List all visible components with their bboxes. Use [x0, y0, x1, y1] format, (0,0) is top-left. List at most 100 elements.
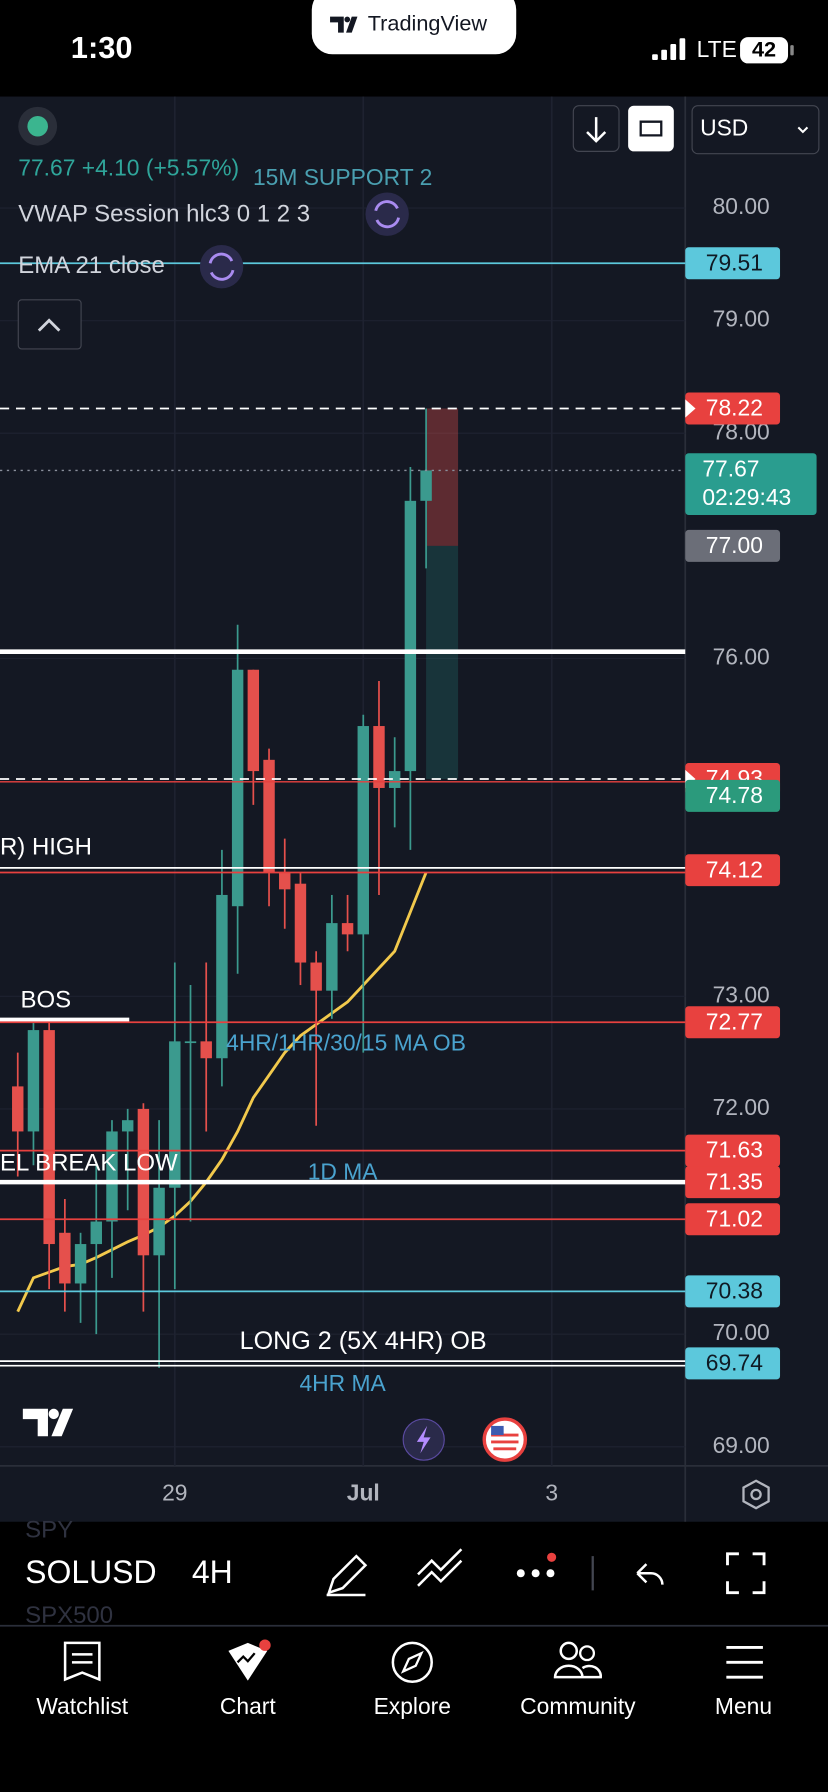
watchlist-icon[interactable] — [63, 1641, 101, 1682]
signal — [652, 38, 686, 61]
price-tag-label: 70.38 — [706, 1278, 763, 1304]
candle-body — [357, 726, 369, 935]
candle-body — [121, 1120, 134, 1132]
battery-cap — [790, 45, 794, 56]
price-tags: 79.5178.2277.6702:29:4377.0074.9374.7874… — [685, 247, 817, 1380]
y-tick-label: 70.00 — [713, 1319, 770, 1345]
symbol-next: SPX500 — [25, 1602, 113, 1629]
price-tag-label: 69.74 — [706, 1350, 763, 1376]
candle-body — [294, 883, 307, 963]
price-tag — [685, 1275, 781, 1308]
candle-body — [341, 923, 354, 935]
annotation: LONG 2 (5X 4HR) OB — [240, 1327, 487, 1355]
y-tick-label: 80.00 — [713, 193, 770, 219]
annotation: 15M SUPPORT 2 — [253, 164, 432, 190]
nav-label[interactable]: Explore — [374, 1693, 451, 1719]
collapse-button[interactable] — [17, 299, 82, 350]
nav-label[interactable]: Menu — [715, 1693, 772, 1719]
y-tick-label: 72.00 — [713, 1094, 770, 1120]
price-tag — [685, 854, 781, 887]
price-tag-label: 71.35 — [706, 1168, 763, 1194]
community-icon[interactable] — [559, 1641, 579, 1661]
status-dot — [27, 115, 48, 137]
price-tag — [685, 529, 781, 562]
y-tick-label: 73.00 — [713, 981, 770, 1007]
price-tag-sublabel: 02:29:43 — [702, 484, 791, 510]
annotation: 1D MA — [308, 1159, 379, 1185]
nav-labels: Watchlist Chart Explore Community Menu — [36, 1693, 772, 1719]
app-pill — [311, 0, 517, 55]
fullscreen-icon[interactable] — [726, 1552, 766, 1595]
candle-body — [43, 1030, 55, 1245]
legend-price: 77.67 +4.10 (+5.57%) — [18, 155, 239, 181]
y-tick-label: 76.00 — [713, 644, 770, 670]
settings-dot — [750, 1488, 762, 1501]
refresh-icon[interactable] — [365, 192, 409, 236]
layout-button[interactable] — [628, 105, 674, 152]
price-tag-label: 74.78 — [706, 782, 763, 808]
nav-label[interactable]: Chart — [220, 1693, 276, 1719]
explore-icon[interactable] — [391, 1641, 433, 1683]
candle-body — [27, 1030, 40, 1132]
x-tick-label: Jul — [347, 1479, 380, 1505]
y-tick-label: 79.00 — [713, 306, 770, 332]
price-tag-label: 71.63 — [706, 1137, 763, 1163]
candle-body — [216, 894, 228, 1059]
draw-icon[interactable] — [326, 1554, 368, 1597]
down-arrow — [586, 117, 607, 143]
interval[interactable]: 4H — [192, 1554, 233, 1590]
candle-body — [373, 726, 385, 788]
battery-level: 42 — [752, 37, 776, 62]
annotation: 4HR MA — [299, 1370, 386, 1396]
bolt-glyph — [416, 1425, 431, 1454]
price-tag — [685, 1347, 781, 1380]
annotation: R) HIGH — [0, 833, 92, 860]
economy-icon[interactable] — [482, 1417, 528, 1462]
clock: 1:30 — [71, 30, 133, 65]
candle-body — [12, 1086, 24, 1132]
candle-body — [184, 1041, 197, 1044]
legend-vwap: VWAP Session hlc3 0 1 2 3 — [18, 201, 310, 228]
candle-body — [59, 1232, 71, 1284]
refresh-glyph — [374, 200, 400, 229]
candle-body — [200, 1041, 212, 1059]
candle-body — [90, 1221, 102, 1245]
compass-needle — [400, 1650, 424, 1674]
chart-dot — [259, 1639, 271, 1651]
layout-glyph — [639, 120, 663, 137]
levels — [0, 262, 686, 1367]
settings-icon[interactable] — [742, 1479, 770, 1510]
refresh-glyph — [208, 252, 235, 281]
price-tag-arrow — [685, 399, 696, 418]
toolbar — [0, 1521, 828, 1626]
battery — [740, 37, 789, 64]
bottom-nav — [0, 1625, 828, 1792]
annotation: EL BREAK LOW — [0, 1150, 178, 1177]
menu-icon[interactable] — [726, 1646, 763, 1679]
candle-body — [420, 470, 432, 501]
symbol-prev: SPY — [25, 1516, 73, 1543]
nav-label[interactable]: Community — [520, 1693, 636, 1719]
app-name: TradingView — [368, 10, 488, 35]
indicator-icon[interactable] — [417, 1548, 463, 1587]
more-icon[interactable] — [516, 1569, 555, 1578]
nav-label[interactable]: Watchlist — [36, 1693, 128, 1719]
community-icon-2 — [579, 1645, 596, 1662]
candle-body — [74, 1244, 87, 1284]
refresh-icon[interactable] — [199, 245, 244, 289]
y-tick-label: 69.00 — [713, 1432, 770, 1458]
price-tag — [685, 247, 781, 280]
symbol[interactable]: SOLUSD — [25, 1554, 156, 1590]
price-tag-label: 79.51 — [706, 249, 763, 275]
price-tag-label: 78.22 — [706, 395, 763, 421]
candle-body — [310, 962, 322, 991]
candle-body — [231, 669, 244, 907]
notify-dot — [547, 1552, 557, 1562]
currency: USD — [700, 115, 748, 141]
currency-select[interactable] — [691, 105, 820, 155]
price-tag — [685, 1006, 781, 1039]
annotations: 15M SUPPORT 2 R) HIGH BOS 4HR/1HR/30/15 … — [0, 164, 487, 1396]
undo-icon[interactable] — [636, 1563, 664, 1585]
